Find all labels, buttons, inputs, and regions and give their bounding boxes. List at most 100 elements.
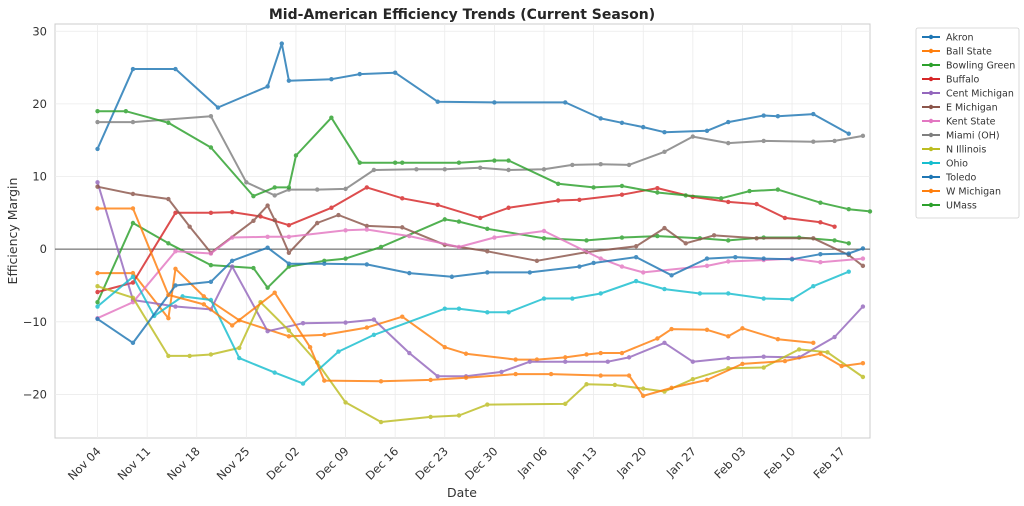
data-point-akron <box>619 120 625 125</box>
x-tick-label: Dec 09 <box>313 444 352 483</box>
data-point-miami-oh <box>244 180 249 185</box>
x-tick-label: Nov 04 <box>65 444 104 483</box>
data-point-ball-state <box>534 357 540 362</box>
legend-item-ohio: Ohio <box>922 159 968 170</box>
data-point-ball-state <box>322 332 327 338</box>
data-point-buffalo <box>619 192 625 197</box>
data-point-bowling-green <box>485 226 490 232</box>
data-point-buffalo <box>754 201 759 207</box>
legend-label: Kent State <box>946 117 996 128</box>
data-point-n-illinois <box>612 382 618 388</box>
data-point-buffalo <box>478 215 483 221</box>
series-line-kent-state <box>97 228 863 320</box>
data-point-w-michigan <box>272 290 277 295</box>
data-point-akron <box>173 66 178 72</box>
data-point-cent-michigan <box>95 180 100 185</box>
series-cent-michigan <box>95 180 866 379</box>
data-point-n-illinois <box>761 365 766 370</box>
data-point-bowling-green <box>619 235 625 240</box>
data-point-ohio <box>761 296 766 301</box>
data-point-toledo <box>633 254 639 260</box>
data-point-bowling-green <box>456 219 462 224</box>
data-point-ball-state <box>598 350 603 356</box>
data-point-w-michigan <box>229 323 235 328</box>
data-point-umass <box>400 160 405 165</box>
data-point-buffalo <box>329 205 334 210</box>
legend-marker <box>928 48 934 54</box>
data-point-toledo <box>173 283 178 288</box>
data-point-e-michigan <box>811 236 816 241</box>
data-point-akron <box>265 84 270 89</box>
legend-item-toledo: Toledo <box>922 173 977 184</box>
data-point-miami-oh <box>343 186 348 192</box>
data-point-toledo <box>364 262 370 267</box>
data-point-n-illinois <box>95 284 100 289</box>
legend-item-umass: UMass <box>922 201 977 212</box>
data-point-ball-state <box>513 357 518 362</box>
data-point-ohio <box>485 310 490 315</box>
data-point-bowling-green <box>442 217 447 222</box>
data-point-ohio <box>633 278 639 284</box>
data-point-toledo <box>591 260 596 266</box>
legend-item-cent-michigan: Cent Michigan <box>922 89 1014 100</box>
data-point-toledo <box>95 316 100 322</box>
data-point-w-michigan <box>166 292 171 298</box>
data-point-miami-oh <box>414 167 419 172</box>
data-point-e-michigan <box>662 225 667 231</box>
data-point-toledo <box>860 246 866 251</box>
data-point-kent-state <box>229 235 235 240</box>
data-point-cent-michigan <box>860 304 866 309</box>
y-tick-label: 0 <box>40 242 47 256</box>
legend-marker <box>928 160 934 166</box>
x-tick-label: Feb 10 <box>761 444 798 481</box>
data-point-buffalo <box>208 210 214 216</box>
data-point-buffalo <box>286 222 292 228</box>
data-point-akron <box>598 116 603 121</box>
data-point-ohio <box>726 291 731 296</box>
data-point-cent-michigan <box>527 359 533 364</box>
data-point-umass <box>357 160 362 165</box>
data-point-n-illinois <box>456 413 462 418</box>
data-point-umass <box>392 160 398 165</box>
data-point-umass <box>683 193 688 198</box>
data-point-n-illinois <box>378 419 384 425</box>
series-line-toledo <box>96 246 864 344</box>
data-point-cent-michigan <box>343 320 348 325</box>
x-tick-label: Jan 20 <box>613 444 649 480</box>
data-point-ball-state <box>563 355 568 360</box>
legend-marker <box>928 76 934 82</box>
data-point-ohio <box>130 274 136 279</box>
series-lines <box>95 41 873 425</box>
data-point-toledo <box>704 256 710 261</box>
data-point-kent-state <box>407 233 412 239</box>
data-point-kent-state <box>364 227 370 232</box>
legend: Akron Ball State Bowling Green Buffalo Cent … <box>915 27 1020 219</box>
data-point-bowling-green <box>541 236 547 241</box>
legend-label: Ball State <box>946 47 992 58</box>
data-point-cent-michigan <box>726 355 731 361</box>
data-point-w-michigan <box>704 377 710 383</box>
data-point-umass <box>123 108 129 114</box>
legend-marker <box>928 174 934 180</box>
legend-item-bowling-green: Bowling Green <box>922 61 1015 72</box>
x-tick-label: Dec 30 <box>462 444 501 483</box>
legend-marker <box>928 146 934 152</box>
data-point-ohio <box>95 304 100 309</box>
data-point-cent-michigan <box>499 369 504 375</box>
data-point-umass <box>293 153 299 158</box>
data-point-umass <box>591 185 596 190</box>
data-point-akron <box>95 146 100 152</box>
data-point-buffalo <box>364 185 370 190</box>
data-point-miami-oh <box>478 165 483 171</box>
data-point-w-michigan <box>626 373 632 378</box>
data-point-miami-oh <box>662 149 667 155</box>
data-point-umass <box>329 115 334 120</box>
data-point-w-michigan <box>598 373 603 378</box>
data-point-bowling-green <box>846 241 851 246</box>
data-point-miami-oh <box>860 133 866 139</box>
data-point-toledo <box>789 257 795 262</box>
data-point-umass <box>95 108 100 114</box>
data-point-ball-state <box>655 336 660 341</box>
data-point-ohio <box>371 332 377 338</box>
